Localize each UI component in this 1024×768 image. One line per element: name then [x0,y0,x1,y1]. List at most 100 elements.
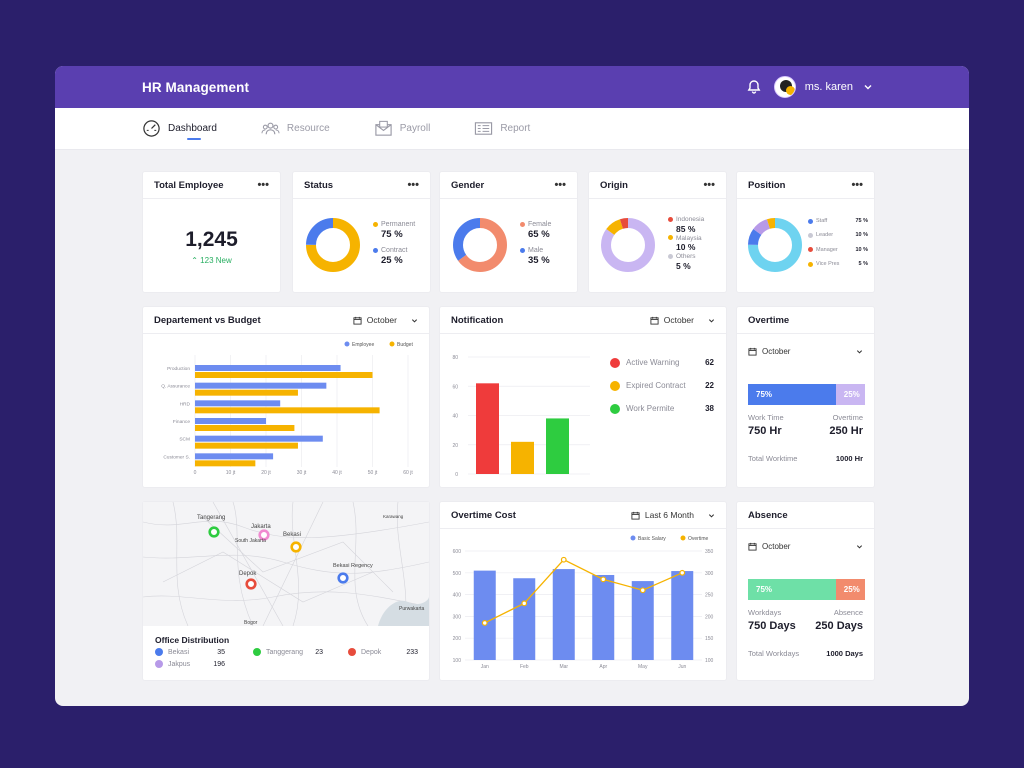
total-employee-card: Total Employee ••• 1,245 ⌃ 123 New [143,172,280,292]
dept-budget-chart: 0 10 jt 20 jt 30 jt 40 jt 50 jt 60 jt Employee B… [161,341,413,476]
overtime-segment: 25% [835,384,865,405]
calendar-icon [353,316,362,325]
card-title: Notification [451,314,504,326]
office-map-card: Tangerang Jakarta Bekasi South Jakarta D… [143,502,429,680]
card-title: Gender [451,179,485,191]
legend-value: 233 [406,648,418,656]
category-label: Customer S. [163,454,190,460]
report-icon [475,122,493,135]
tab-report[interactable]: Report [474,108,530,150]
tab-resource[interactable]: Resource [261,108,330,150]
item-value: 22 [705,381,714,390]
map-marker-icon [245,578,257,590]
dropdown-value: Last 6 Month [644,510,694,520]
legend-marker [630,535,636,541]
chevron-down-icon [708,318,715,323]
list-item[interactable]: Expired Contract 22 [610,374,714,397]
tab-label: Report [500,123,531,134]
period-dropdown[interactable]: Last 6 Month [631,510,715,520]
map-label: Depok [239,571,257,577]
notification-list: Active Warning 62 Expired Contract 22 Work… [610,351,714,420]
tick-label: 20 jt [261,470,271,476]
people-icon [261,122,280,135]
tick-label: 200 [453,636,462,642]
tick-label: 300 [453,614,462,620]
top-bar: HR Management ms. karen [55,66,969,108]
legend-value: 5 % [858,261,868,268]
legend-value: 196 [213,660,225,668]
tick-label: 80 [452,355,458,361]
absence-label: Absence [833,608,863,617]
bar [195,418,266,424]
legend-label: Permanent [381,221,416,228]
active-tab-indicator [187,137,201,140]
card-title: Origin [600,179,628,191]
month-dropdown[interactable]: October [650,315,715,325]
month-dropdown[interactable]: October [748,542,863,551]
more-icon[interactable]: ••• [851,179,863,191]
office-distribution-title: Office Distribution [155,635,230,645]
list-item[interactable]: Work Permite 38 [610,397,714,420]
overtime-cost-chart: 100 200 300 400 500 600 100 150 200 250 300 350 Basi… [453,535,714,670]
bar [195,460,256,467]
map-marker-icon [290,541,302,553]
tab-dashboard[interactable]: Dashboard [142,108,217,150]
legend-marker [389,341,395,347]
legend-label: Staff [816,218,828,225]
category-label: Q. Assurance [161,384,190,390]
bar [513,578,536,660]
card-title: Overtime Cost [451,509,516,521]
legend-label: Budget [397,342,413,348]
more-icon[interactable]: ••• [703,179,715,191]
bar [195,435,323,442]
legend-marker [344,341,350,347]
legend-value: 5 % [676,260,691,271]
notification-chart: 0 20 40 60 80 [452,355,590,478]
tick-label: 0 [194,470,197,476]
legend-label: Indonesia [676,216,705,223]
calendar-icon [748,542,757,551]
bar [592,574,615,660]
tick-label: May [638,664,648,670]
bell-icon[interactable] [746,79,762,95]
donut-slice [306,218,360,272]
absence-segment: 25% [835,579,865,600]
overtime-cost-card: Overtime Cost Last 6 Month 100 200 300 400 5… [440,502,726,680]
more-icon[interactable]: ••• [407,179,419,191]
item-value: 38 [705,404,714,413]
tick-label: 150 [705,636,714,642]
gender-legend: Female 65 % Male 35 % [520,220,551,267]
bar [195,389,298,396]
map-label: Jakarta [251,524,271,530]
office-map[interactable]: Tangerang Jakarta Bekasi South Jakarta D… [143,502,429,626]
chevron-down-icon[interactable] [863,82,873,92]
legend-label: Female [528,221,552,228]
donut-slice [453,218,507,272]
tick-label: 40 jt [332,470,342,476]
overtime-value: 250 Hr [829,425,863,437]
list-item[interactable]: Active Warning 62 [610,351,714,374]
tick-label: 0 [455,472,458,478]
legend-item: Tanggerang 23 [253,648,323,656]
legend-label: Contract [381,247,408,254]
tick-label: Mar [559,664,568,670]
map-label: Purwakarta [399,606,425,612]
month-dropdown[interactable]: October [353,315,418,325]
more-icon[interactable]: ••• [257,179,269,191]
avatar[interactable] [773,76,796,98]
legend-label: Jakpus [168,660,191,668]
tab-payroll[interactable]: Payroll [374,108,430,150]
month-dropdown[interactable]: October [748,347,863,356]
user-name[interactable]: ms. karen [804,81,853,93]
bar [195,425,295,431]
legend-value: 23 [315,648,323,656]
tick-label: 350 [705,549,714,555]
total-value: 1000 Days [826,649,863,658]
overtime-progress: 75% 25% [748,384,865,405]
bar [511,441,534,474]
total-value: 1000 Hr [835,454,863,463]
gender-donut [453,218,507,272]
card-title: Total Employee [154,179,224,191]
more-icon[interactable]: ••• [554,179,566,191]
legend-value: 35 [217,648,225,656]
